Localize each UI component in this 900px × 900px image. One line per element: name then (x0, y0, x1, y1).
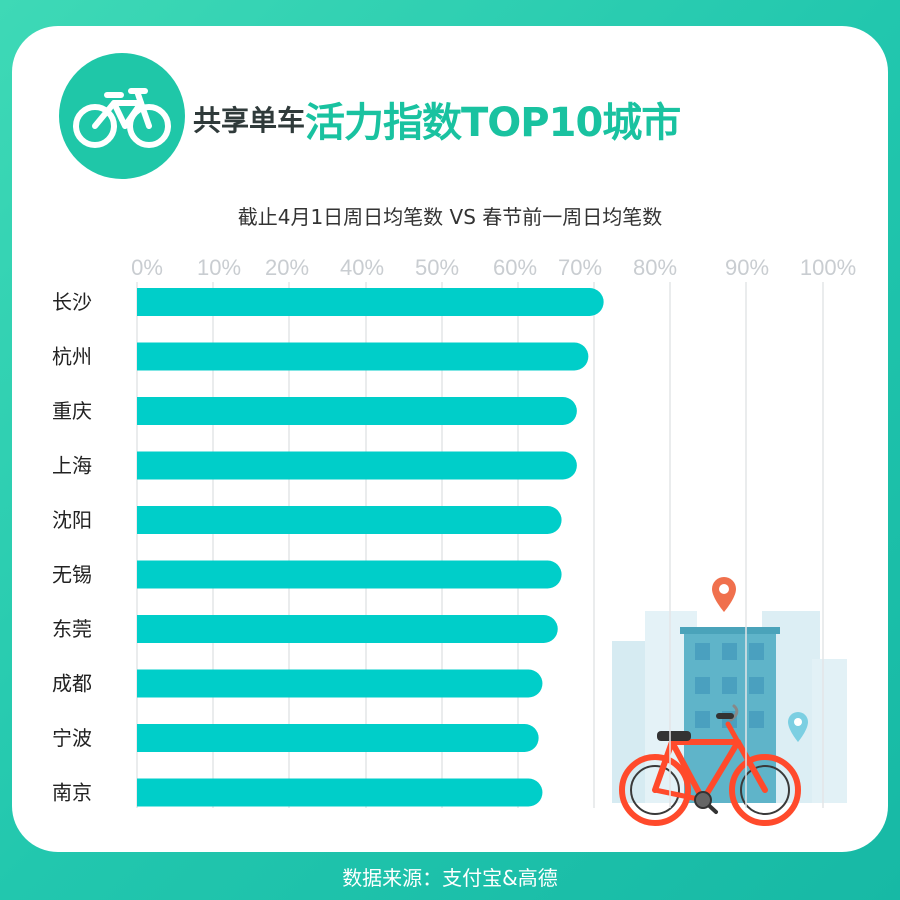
category-label: 东莞 (52, 617, 92, 641)
bar-left-edge (137, 669, 165, 698)
category-label: 长沙 (52, 290, 92, 314)
category-label: 无锡 (52, 563, 92, 587)
bar (137, 288, 604, 316)
bar (137, 397, 577, 425)
bar-left-edge (137, 724, 165, 752)
x-axis-ticks: 0% 10% 20% 40% 50% 60% 70% 80% 90% 100% (131, 255, 856, 280)
bar (137, 724, 539, 752)
data-source-footer: 数据来源：支付宝&高德 (342, 866, 558, 890)
bar (137, 778, 543, 807)
chart-subtitle: 截止4月1日周日均笔数 VS 春节前一周日均笔数 (237, 205, 663, 229)
x-tick-label: 100% (800, 255, 856, 280)
x-tick-label: 80% (633, 255, 677, 280)
bar-left-edge (137, 615, 165, 643)
bar (137, 342, 589, 371)
location-pin-icon (712, 577, 736, 612)
x-tick-label: 90% (725, 255, 769, 280)
category-label: 宁波 (52, 726, 92, 750)
bar (137, 506, 562, 534)
bar (137, 451, 577, 480)
x-tick-label: 50% (415, 255, 459, 280)
bar-left-edge (137, 560, 165, 589)
bar (137, 669, 543, 698)
title-part1: 共享单车 (193, 104, 306, 137)
category-label: 沈阳 (52, 508, 92, 532)
bar-left-edge (137, 506, 165, 534)
bars (137, 288, 604, 807)
bar-left-edge (137, 342, 165, 371)
x-tick-label: 0% (131, 255, 163, 280)
location-pin-icon (788, 712, 808, 742)
bar (137, 560, 562, 589)
bar-left-edge (137, 397, 165, 425)
chart-title: 共享单车活力指数TOP10城市 (193, 90, 681, 148)
x-tick-label: 70% (558, 255, 602, 280)
logo-badge (59, 53, 185, 179)
bar-left-edge (137, 451, 165, 480)
x-tick-label: 40% (340, 255, 384, 280)
category-label: 上海 (52, 454, 92, 478)
x-tick-label: 60% (493, 255, 537, 280)
category-label: 重庆 (52, 399, 92, 423)
city-bike-illustration (612, 577, 847, 826)
bar-left-edge (137, 288, 165, 316)
category-label: 成都 (52, 672, 92, 696)
bar-left-edge (137, 778, 165, 807)
title-part2: 活力指数TOP10城市 (305, 100, 681, 146)
category-label: 南京 (52, 781, 92, 805)
bar (137, 615, 558, 643)
x-tick-label: 20% (265, 255, 309, 280)
x-tick-label: 10% (197, 255, 241, 280)
bicycle-icon (73, 88, 171, 148)
category-label: 杭州 (52, 345, 92, 369)
